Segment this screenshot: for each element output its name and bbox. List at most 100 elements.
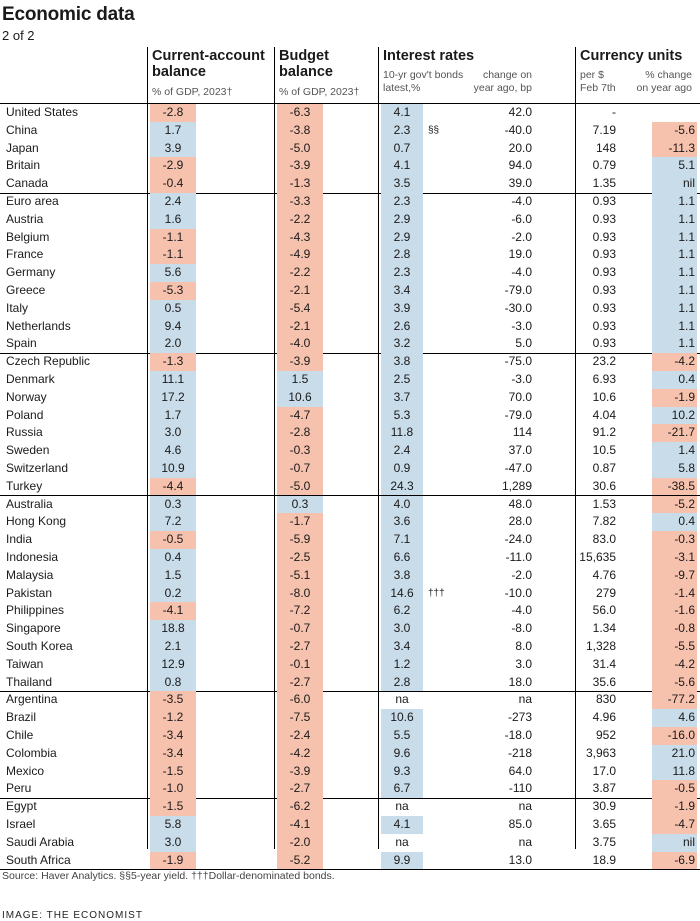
currency-change-highlight	[652, 673, 697, 692]
bond-yield-value: 3.0	[393, 621, 411, 636]
currency-change-value: -38.5	[667, 478, 695, 493]
budget-balance-value: -2.2	[289, 265, 311, 280]
current-account-highlight	[150, 424, 196, 443]
currency-change-value: nil	[682, 834, 695, 849]
currency-per-dollar-value: 0.93	[592, 318, 616, 333]
currency-per-dollar-value: 0.87	[592, 461, 616, 475]
table-row: Malaysia 1.5 -5.1 3.8 -2.0 4.76 -9.7	[0, 566, 700, 585]
country-name: Saudi Arabia	[6, 834, 75, 849]
currency-change-value: 10.2	[671, 407, 695, 422]
currency-change-highlight	[652, 851, 697, 870]
budget-balance-value: 1.5	[291, 372, 309, 386]
bond-yield-value: 2.5	[393, 372, 411, 386]
bond-yield-value: 2.9	[393, 229, 411, 244]
header-rule	[0, 103, 700, 104]
current-account-highlight	[150, 282, 196, 300]
current-account-highlight	[150, 513, 196, 532]
currency-change-highlight	[652, 549, 697, 567]
table-row: Spain 2.0 -4.0 3.2 5.0 0.93 1.1	[0, 335, 700, 354]
current-account-highlight	[150, 638, 196, 656]
budget-balance-highlight	[277, 531, 323, 549]
table-row: Britain -2.9 -3.9 4.1 94.0 0.79 5.1	[0, 157, 700, 176]
budget-balance-highlight	[277, 371, 323, 389]
budget-balance-highlight	[277, 691, 323, 710]
currency-change-value: 11.8	[672, 763, 695, 778]
current-account-value: -0.5	[162, 532, 184, 547]
country-name: Sweden	[6, 443, 50, 458]
current-account-value: 17.2	[161, 389, 185, 404]
column-separator	[274, 47, 275, 849]
current-account-value: -1.1	[162, 247, 184, 262]
country-name: Brazil	[6, 710, 37, 725]
budget-balance-highlight	[277, 406, 323, 425]
currency-change-highlight	[652, 495, 697, 514]
bond-change-value: 37.0	[508, 443, 532, 458]
current-account-value: -3.4	[162, 728, 184, 742]
budget-balance-highlight	[277, 388, 323, 407]
bond-yield-highlight	[381, 317, 423, 336]
bond-change-value: 20.0	[508, 140, 532, 155]
budget-balance-value: -8.0	[289, 585, 311, 600]
current-account-value: -3.5	[162, 692, 184, 707]
currency-change-value: -11.3	[668, 140, 695, 155]
current-account-highlight	[150, 744, 196, 763]
currency-change-highlight	[652, 513, 697, 532]
current-account-value: 7.2	[164, 514, 182, 529]
table-row: Denmark 11.1 1.5 2.5 -3.0 6.93 0.4	[0, 371, 700, 389]
bond-yield-value: 5.3	[393, 407, 411, 422]
budget-balance-highlight	[277, 816, 323, 834]
current-account-subheader: % of GDP, 2023†	[152, 86, 233, 98]
currency-change-highlight	[652, 210, 697, 229]
bond-yield-highlight	[381, 335, 423, 354]
currency-change-value: 1.1	[678, 283, 695, 297]
bond-yield-value: 4.1	[393, 817, 411, 831]
currency-per-dollar-value: 279	[595, 585, 616, 600]
country-name: France	[6, 247, 44, 262]
current-account-highlight	[150, 299, 196, 318]
currency-change-highlight	[652, 602, 697, 621]
bond-yield-highlight	[381, 175, 423, 193]
currency-change-highlight	[652, 388, 697, 407]
budget-balance-value: -5.4	[289, 300, 311, 315]
country-name: Italy	[6, 300, 29, 315]
bond-yield-highlight	[381, 495, 423, 514]
budget-balance-value: -4.3	[289, 229, 311, 244]
bond-yield-highlight	[381, 264, 423, 282]
bond-yield-highlight	[381, 851, 423, 870]
current-account-highlight	[150, 655, 196, 674]
currency-change-highlight	[652, 655, 697, 674]
currency-change-value: -0.8	[674, 621, 695, 636]
currency-units-header: Currency units	[580, 48, 683, 64]
country-name: South Africa	[6, 852, 71, 867]
table-row: Turkey -4.4 -5.0 24.3 1,289 30.6 -38.5	[0, 477, 700, 496]
currency-per-dollar-value: 0.93	[592, 229, 616, 244]
current-account-highlight	[150, 477, 196, 496]
bond-change-value: 39.0	[508, 176, 532, 191]
currency-per-dollar-subheader: per $ Feb 7th	[580, 69, 616, 94]
country-name: United States	[6, 105, 79, 119]
bond-change-value: 85.0	[508, 817, 532, 831]
budget-balance-highlight	[277, 424, 323, 443]
currency-change-value: -1.9	[674, 389, 695, 404]
current-account-value: 0.5	[164, 300, 182, 315]
current-account-value: 10.9	[161, 461, 185, 475]
budget-balance-value: -5.0	[289, 478, 311, 493]
budget-balance-value: -2.2	[289, 211, 311, 226]
budget-balance-highlight	[277, 798, 323, 816]
currency-per-dollar-value: 0.79	[592, 158, 616, 173]
country-name: Poland	[6, 407, 44, 422]
bond-change-value: -24.0	[504, 532, 532, 547]
table-row: Belgium -1.1 -4.3 2.9 -2.0 0.93 1.1	[0, 228, 700, 247]
currency-per-dollar-value: 1.53	[592, 496, 616, 511]
current-account-value: 2.4	[164, 194, 182, 208]
currency-per-dollar-value: 23.2	[592, 354, 616, 369]
table-row: Israel 5.8 -4.1 4.1 85.0 3.65 -4.7	[0, 816, 700, 834]
currency-change-value: -5.2	[674, 496, 695, 511]
currency-per-dollar-value: 91.2	[592, 425, 616, 440]
currency-change-highlight	[652, 762, 697, 781]
bond-yield-highlight	[381, 210, 423, 229]
currency-per-dollar-value: 3.75	[592, 834, 616, 849]
currency-per-dollar-value: 0.93	[592, 211, 616, 226]
country-name: Taiwan	[6, 656, 44, 671]
currency-change-value: -4.2	[674, 656, 695, 671]
